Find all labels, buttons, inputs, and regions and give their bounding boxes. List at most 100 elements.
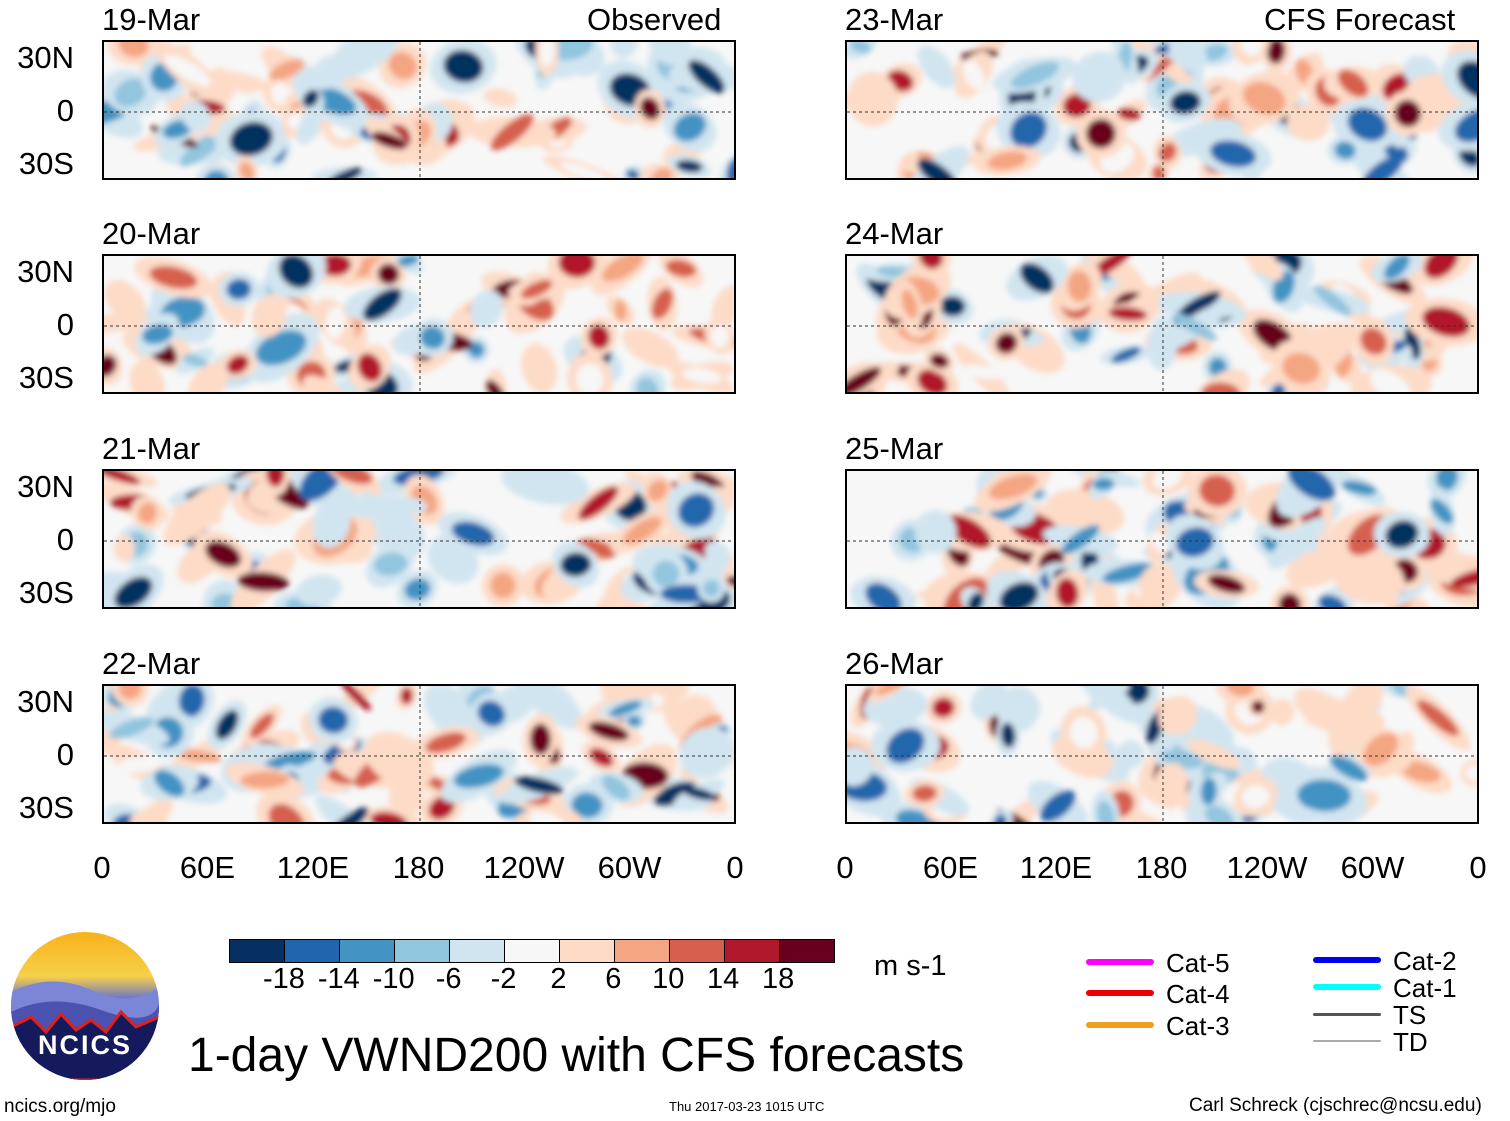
- wind-contour: [204, 170, 230, 178]
- legend-line: [1313, 957, 1381, 963]
- wind-contour: [1169, 90, 1201, 115]
- wind-contour: [1306, 697, 1343, 726]
- panel-date: 20-Mar: [102, 216, 201, 251]
- wind-contour: [1226, 686, 1255, 697]
- wind-contour: [114, 78, 147, 107]
- wind-contour: [377, 263, 400, 285]
- wind-contour: [1341, 480, 1377, 496]
- wind-contour: [1201, 382, 1241, 392]
- legend-line: [1086, 1022, 1154, 1028]
- wind-contour: [652, 560, 680, 587]
- lon-label: 60E: [922, 850, 979, 885]
- wind-contour: [929, 353, 949, 369]
- wind-contour: [1204, 805, 1235, 822]
- wind-contour: [118, 756, 160, 773]
- wind-contour: [988, 473, 1038, 500]
- legend-label: Cat-1: [1393, 973, 1457, 1003]
- wind-contour: [1102, 563, 1154, 584]
- wind-contour: [434, 698, 476, 731]
- wind-contour: [1175, 527, 1214, 558]
- wind-contour: [400, 687, 413, 705]
- legend-label: TD: [1393, 1027, 1428, 1057]
- wind-contour: [1466, 764, 1477, 781]
- legend-label: Cat-3: [1166, 1011, 1230, 1041]
- wind-contour: [688, 60, 725, 94]
- colorbar-swatch: [230, 940, 285, 962]
- wind-contour: [373, 552, 408, 576]
- wind-contour: [377, 743, 421, 777]
- wind-contour: [1385, 520, 1419, 549]
- wind-contour: [529, 810, 568, 822]
- map-panel: [102, 469, 736, 609]
- panel-date: 19-Mar: [102, 2, 201, 37]
- wind-contour: [109, 716, 154, 739]
- wind-contour: [258, 304, 281, 329]
- wind-contour: [1092, 477, 1115, 491]
- wind-contour: [371, 131, 408, 150]
- wind-contour: [1069, 716, 1098, 749]
- wind-contour: [425, 732, 466, 753]
- wind-contour: [875, 686, 904, 695]
- wind-contour: [958, 364, 1005, 379]
- lat-label: 30N: [17, 254, 74, 289]
- colorbar-swatch: [670, 940, 725, 962]
- wind-contour: [196, 162, 238, 178]
- wind-contour: [1207, 574, 1246, 594]
- wind-contour: [1061, 524, 1100, 555]
- wind-contour: [1454, 108, 1477, 143]
- wind-contour: [726, 157, 734, 178]
- wind-contour: [1097, 800, 1115, 822]
- wind-contour: [636, 377, 659, 392]
- legend-line: [1313, 1013, 1381, 1016]
- wind-contour: [326, 167, 363, 178]
- wind-contour: [315, 795, 382, 822]
- wind-contour: [626, 715, 642, 727]
- wind-contour: [1147, 571, 1174, 598]
- wind-contour: [395, 785, 417, 809]
- wind-contour: [453, 763, 504, 789]
- wind-contour: [1457, 61, 1477, 99]
- wind-contour: [237, 572, 289, 592]
- lon-label: 180: [1135, 850, 1188, 885]
- wind-contour: [1390, 686, 1409, 697]
- wind-contour: [1275, 534, 1319, 553]
- wind-contour: [436, 545, 470, 573]
- wind-contour: [255, 330, 307, 366]
- lat-label: 0: [56, 522, 74, 557]
- wind-contour: [912, 785, 937, 802]
- wind-contour: [1399, 761, 1441, 783]
- wind-contour: [1090, 256, 1132, 278]
- wind-contour: [601, 775, 631, 801]
- wind-contour: [571, 792, 603, 819]
- colorbar-swatch: [560, 940, 615, 962]
- footer-url[interactable]: ncics.org/mjo: [4, 1096, 116, 1117]
- wind-contour: [226, 355, 249, 374]
- wind-contour: [922, 518, 949, 545]
- wind-contour: [1165, 704, 1191, 727]
- footer-author: Carl Schreck (cjschrec@ncsu.edu): [1189, 1095, 1482, 1116]
- wind-contour: [608, 700, 642, 717]
- wind-contour: [320, 509, 343, 539]
- wind-contour: [325, 306, 345, 339]
- wind-contour: [154, 769, 185, 797]
- map-panel: [102, 684, 736, 824]
- wind-contour: [1422, 306, 1470, 337]
- wind-contour: [1278, 593, 1301, 607]
- wind-contour: [876, 694, 914, 720]
- wind-contour: [269, 59, 305, 81]
- panel-date: 23-Mar: [845, 2, 944, 37]
- wind-contour: [360, 491, 407, 523]
- wind-contour: [588, 324, 610, 350]
- panel-date: 26-Mar: [845, 646, 944, 681]
- wind-contour: [1337, 69, 1369, 98]
- wind-contour: [589, 748, 614, 767]
- wind-contour: [647, 479, 668, 502]
- wind-contour: [215, 710, 239, 740]
- wind-contour: [614, 299, 627, 322]
- wind-contour: [1334, 141, 1356, 160]
- wind-contour: [901, 289, 918, 319]
- wind-contour: [266, 471, 285, 487]
- wind-contour: [717, 293, 734, 317]
- lon-label: 120W: [1226, 850, 1308, 885]
- wind-contour: [142, 324, 173, 345]
